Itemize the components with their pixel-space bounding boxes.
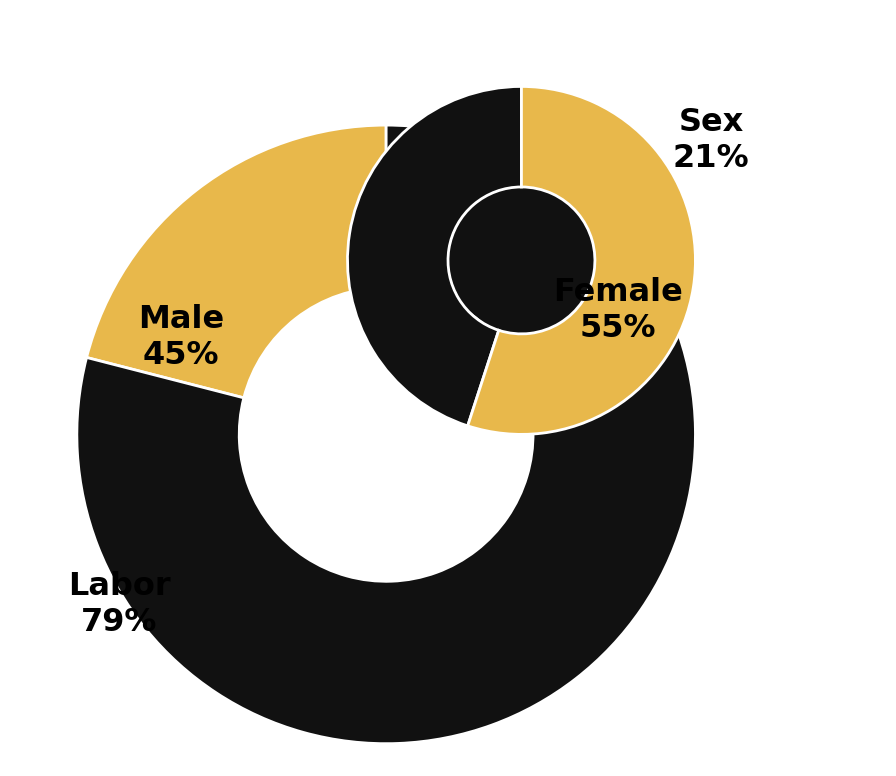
Text: Labor
79%: Labor 79%: [68, 571, 171, 638]
Wedge shape: [468, 86, 695, 435]
Text: Male
45%: Male 45%: [138, 304, 224, 371]
Text: Female
55%: Female 55%: [553, 277, 683, 344]
Wedge shape: [77, 125, 695, 743]
Wedge shape: [87, 125, 386, 398]
Wedge shape: [348, 86, 521, 426]
Text: Sex
21%: Sex 21%: [673, 107, 749, 174]
